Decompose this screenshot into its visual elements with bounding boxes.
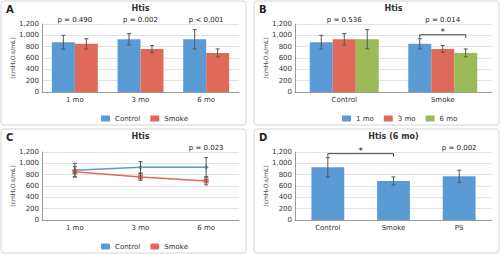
svg-text:p = 0.536: p = 0.536 [327,16,362,24]
svg-text:800: 800 [279,43,292,51]
svg-text:1,200: 1,200 [19,20,39,28]
svg-text:200: 200 [279,205,292,213]
svg-text:A: A [6,4,14,15]
svg-text:D: D [259,132,267,143]
svg-text:p < 0,001: p < 0,001 [189,16,224,24]
svg-text:p = 0.023: p = 0.023 [189,144,224,152]
svg-text:3 mo: 3 mo [132,96,150,104]
svg-text:(cmH₂O.s/mL): (cmH₂O.s/mL) [9,37,16,78]
svg-text:0: 0 [35,216,39,224]
svg-text:1 mo: 1 mo [356,115,374,123]
svg-text:C: C [6,132,13,143]
svg-text:1,000: 1,000 [272,31,292,39]
svg-text:Htis: Htis [384,4,402,13]
svg-text:200: 200 [26,77,39,85]
svg-text:0: 0 [288,88,292,96]
svg-text:3 mo: 3 mo [132,224,150,232]
svg-text:600: 600 [279,54,292,62]
svg-text:B: B [259,4,267,15]
svg-text:600: 600 [279,182,292,190]
svg-text:Control: Control [332,96,357,104]
svg-text:Smoke: Smoke [164,243,188,251]
svg-text:600: 600 [26,54,39,62]
svg-text:1,200: 1,200 [272,20,292,28]
svg-text:PS: PS [455,224,464,232]
svg-text:1 mo: 1 mo [66,96,84,104]
svg-text:Control: Control [315,224,340,232]
svg-text:(cmH₂O.s/mL): (cmH₂O.s/mL) [262,165,269,206]
svg-text:(cmH₂O.s/mL): (cmH₂O.s/mL) [262,37,269,78]
svg-text:Smoke: Smoke [382,224,406,232]
svg-text:1,000: 1,000 [19,31,39,39]
svg-text:Htis: Htis [131,132,149,141]
svg-text:*: * [441,27,446,37]
svg-text:Control: Control [115,243,140,251]
svg-text:6 mo: 6 mo [197,96,215,104]
svg-text:6 mo: 6 mo [197,224,215,232]
svg-text:200: 200 [279,77,292,85]
svg-text:Smoke: Smoke [431,96,455,104]
svg-text:Htis: Htis [131,4,149,13]
svg-text:200: 200 [26,205,39,213]
svg-text:0: 0 [35,88,39,96]
svg-text:Smoke: Smoke [164,115,188,123]
svg-text:p = 0.014: p = 0.014 [425,16,460,24]
svg-text:600: 600 [26,182,39,190]
svg-text:p = 0.490: p = 0.490 [57,16,92,24]
svg-text:(cmH₂O.s/mL): (cmH₂O.s/mL) [9,165,16,206]
svg-text:800: 800 [26,43,39,51]
svg-text:0: 0 [288,216,292,224]
svg-text:3 mo: 3 mo [398,115,416,123]
svg-text:800: 800 [26,171,39,179]
svg-text:1,200: 1,200 [19,148,39,156]
svg-text:p = 0.002: p = 0.002 [123,16,158,24]
svg-text:400: 400 [279,65,292,73]
svg-text:1 mo: 1 mo [66,224,84,232]
svg-text:400: 400 [26,193,39,201]
svg-text:400: 400 [279,193,292,201]
svg-text:p = 0.002: p = 0.002 [442,144,477,152]
svg-text:*: * [358,146,363,156]
svg-text:Htis (6 mo): Htis (6 mo) [368,132,418,141]
svg-text:Control: Control [115,115,140,123]
svg-text:800: 800 [279,171,292,179]
svg-text:6 mo: 6 mo [440,115,458,123]
svg-text:1,200: 1,200 [272,148,292,156]
svg-text:400: 400 [26,65,39,73]
svg-text:1,000: 1,000 [272,159,292,167]
svg-text:1,000: 1,000 [19,159,39,167]
